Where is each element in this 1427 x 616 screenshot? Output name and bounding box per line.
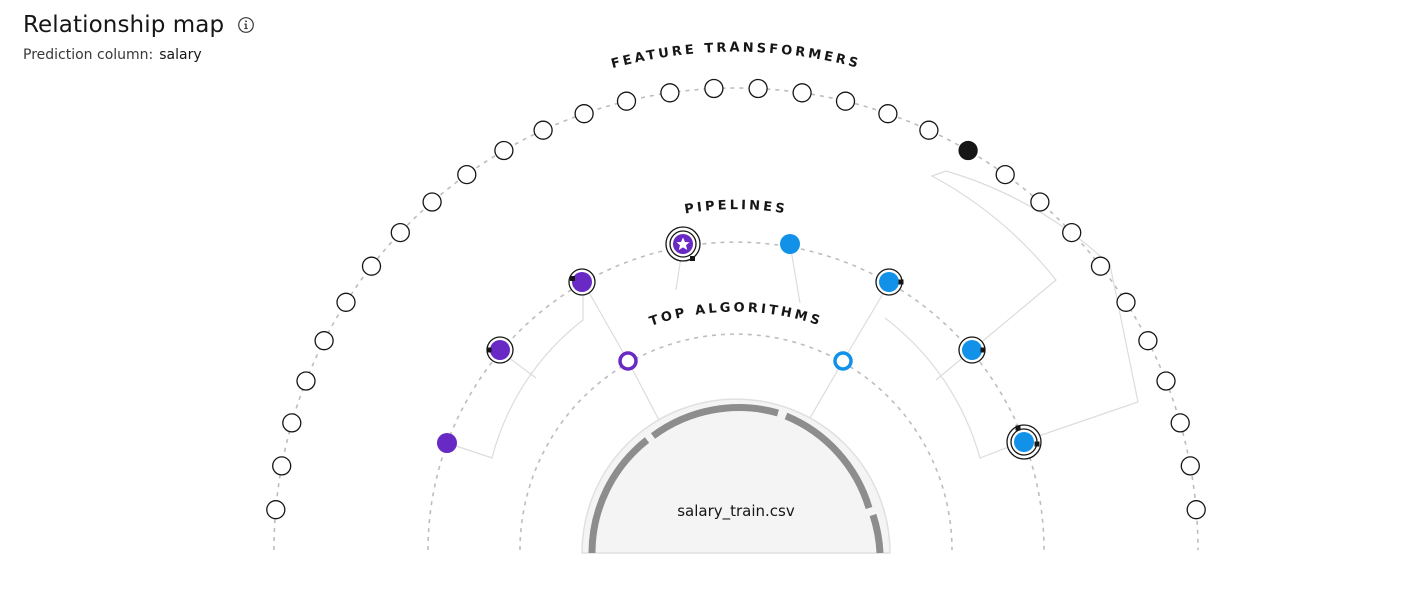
algorithm-nodes (618, 351, 853, 371)
pipeline-node-p1[interactable] (437, 433, 457, 453)
pipeline-node-p7[interactable] (958, 336, 986, 364)
feature-transformer-node[interactable] (1030, 192, 1050, 212)
dataset-node[interactable]: salary_train.csv (581, 398, 891, 554)
feature-transformer-node[interactable] (390, 222, 410, 243)
feature-transformer-node[interactable] (494, 140, 514, 161)
algorithm-node-a2[interactable] (833, 351, 853, 371)
feature-transformer-node[interactable] (660, 83, 680, 103)
feature-transformer-node[interactable] (919, 120, 939, 140)
feature-transformer-node[interactable] (361, 256, 382, 276)
feature-transformer-node[interactable] (1156, 371, 1176, 391)
connectors (446, 170, 1139, 459)
feature-transformer-node[interactable] (533, 120, 553, 140)
feature-transformer-node[interactable] (1090, 256, 1111, 276)
pipeline-node-p5[interactable] (780, 234, 800, 254)
feature-transformer-node[interactable] (574, 104, 594, 124)
dataset-label: salary_train.csv (677, 502, 795, 521)
info-icon[interactable] (237, 16, 255, 34)
feature-transformer-node[interactable] (1062, 222, 1082, 243)
feature-transformer-node[interactable] (704, 78, 724, 99)
feature-transformer-node[interactable] (1170, 413, 1190, 433)
pipeline-nodes (437, 226, 1042, 460)
pipeline-node-p3[interactable] (568, 268, 596, 296)
feature-transformer-node[interactable] (748, 78, 768, 99)
prediction-column-label: Prediction column: (23, 47, 154, 63)
feature-transformer-node-selected[interactable] (958, 140, 978, 161)
feature-transformer-node[interactable] (457, 164, 477, 185)
feature-transformer-node[interactable] (314, 331, 334, 351)
feature-transformer-node[interactable] (1180, 456, 1200, 476)
top-algorithms-label: TOP ALGORITHMS (648, 301, 825, 330)
feature-transformer-node[interactable] (282, 413, 302, 433)
feature-transformer-node[interactable] (835, 91, 856, 111)
feature-transformer-node[interactable] (272, 456, 292, 476)
pipeline-node-p4[interactable] (665, 226, 701, 262)
feature-transformer-node[interactable] (422, 192, 442, 212)
page-title: Relationship map (23, 12, 225, 38)
feature-transformer-node[interactable] (296, 371, 316, 391)
pipeline-node-p2[interactable] (486, 336, 514, 364)
feature-transformer-node[interactable] (878, 104, 898, 124)
feature-transformers-label: FEATURE TRANSFORMERS (610, 41, 863, 72)
feature-transformer-nodes (266, 78, 1206, 520)
feature-transformer-node[interactable] (995, 164, 1015, 185)
feature-transformer-node[interactable] (616, 91, 637, 111)
prediction-column-value: salary (159, 47, 202, 63)
algorithm-node-a1[interactable] (618, 351, 638, 371)
feature-transformer-node[interactable] (336, 292, 356, 312)
star-icon (676, 237, 690, 250)
prediction-column: Prediction column: salary (23, 47, 255, 63)
pipelines-label: PIPELINES (683, 198, 788, 217)
feature-transformer-node[interactable] (1138, 331, 1158, 351)
feature-transformer-node[interactable] (266, 500, 286, 520)
header: Relationship map Prediction column: salar… (23, 12, 255, 63)
feature-transformer-node[interactable] (792, 83, 812, 103)
pipeline-node-p6[interactable] (875, 268, 904, 296)
pipeline-node-p8[interactable] (1006, 424, 1042, 460)
feature-transformer-node[interactable] (1186, 500, 1206, 520)
feature-transformer-node[interactable] (1116, 292, 1136, 312)
